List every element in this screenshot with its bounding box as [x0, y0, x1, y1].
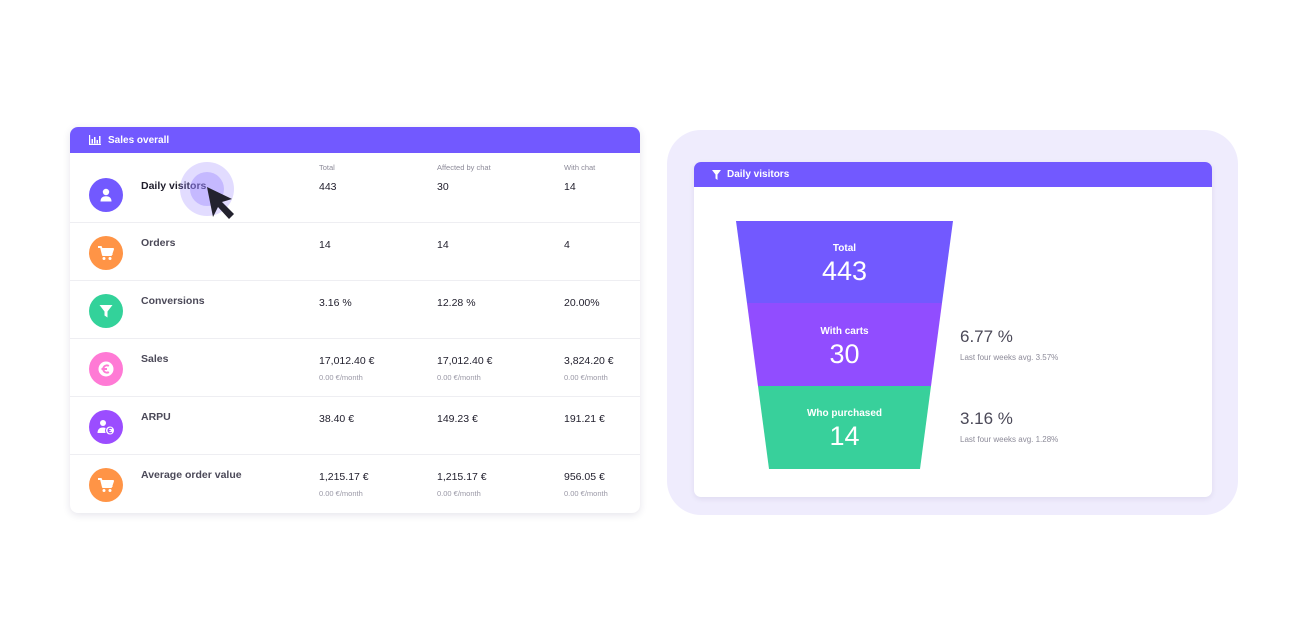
filter-icon — [712, 169, 721, 180]
row-label: Daily visitors — [141, 180, 207, 192]
cell-value: 17,012.40 € — [437, 355, 493, 367]
cell-affected-by-chat: 17,012.40 € 0.00 €/month — [437, 355, 492, 382]
cell-total: 14 — [319, 239, 331, 251]
sales-overall-header: Sales overall — [70, 127, 640, 153]
cell-value: 1,215.17 € — [319, 471, 369, 483]
funnel-with-carts-text: With carts 30 — [736, 326, 953, 370]
row-label: Orders — [141, 237, 176, 249]
cell-affected-by-chat: 14 — [437, 239, 449, 251]
row-label: Average order value — [141, 469, 242, 481]
cell-subvalue: 0.00 €/month — [437, 373, 481, 382]
cell-affected-by-chat: 149.23 € — [437, 413, 478, 425]
daily-visitors-card: Daily visitors Total 443 With carts 30 W… — [694, 162, 1212, 497]
funnel-label: Total — [832, 243, 857, 254]
sales-overall-title: Sales overall — [108, 134, 170, 146]
funnel-segment-who-purchased[interactable] — [758, 386, 931, 469]
cell-with-chat: 20.00% — [564, 297, 600, 309]
cell-subvalue: 0.00 €/month — [319, 489, 363, 498]
funnel-value: 443 — [821, 256, 868, 286]
funnel-segment-with-carts[interactable] — [747, 303, 942, 386]
stat-percentage: 6.77 % — [960, 327, 1013, 346]
purchase-rate-stat: 3.16 % Last four weeks avg. 1.28% — [960, 409, 1058, 444]
funnel-segment-total[interactable] — [736, 221, 953, 303]
cell-value: 956.05 € — [564, 471, 605, 483]
cell-subvalue: 0.00 €/month — [437, 489, 481, 498]
cart-icon — [89, 236, 123, 270]
sales-overall-card: Sales overall Total Affected by chat Wit… — [70, 127, 640, 513]
stat-average: Last four weeks avg. 3.57% — [960, 353, 1059, 362]
table-row-daily-visitors[interactable]: Total Affected by chat With chat Daily v… — [70, 153, 640, 223]
funnel-value: 14 — [829, 421, 860, 451]
stat-percentage: 3.16 % — [960, 409, 1013, 428]
table-row-sales[interactable]: Sales 17,012.40 € 0.00 €/month 17,012.40… — [70, 339, 640, 397]
stat-average: Last four weeks avg. 1.28% — [960, 435, 1059, 444]
cell-with-chat: 4 — [564, 239, 570, 251]
cell-value: 1,215.17 € — [437, 471, 487, 483]
row-label: Conversions — [141, 295, 205, 307]
user-euro-icon — [89, 410, 123, 444]
cell-total: 38.40 € — [319, 413, 355, 425]
cell-value: 17,012.40 € — [319, 355, 375, 367]
cell-with-chat: 3,824.20 € 0.00 €/month — [564, 355, 614, 382]
bar-chart-icon — [89, 135, 101, 145]
cell-subvalue: 0.00 €/month — [564, 489, 608, 498]
column-header-affected-by-chat: Affected by chat — [437, 163, 491, 172]
cell-value: 3,824.20 € — [564, 355, 614, 367]
daily-visitors-title: Daily visitors — [727, 169, 790, 180]
cell-total: 443 — [319, 181, 337, 193]
column-header-total: Total — [319, 163, 335, 172]
cell-total: 1,215.17 € 0.00 €/month — [319, 471, 369, 498]
table-row-conversions[interactable]: Conversions 3.16 % 12.28 % 20.00% — [70, 281, 640, 339]
cell-with-chat: 191.21 € — [564, 413, 605, 425]
funnel-icon — [89, 294, 123, 328]
funnel-value: 30 — [829, 339, 860, 369]
cell-with-chat: 14 — [564, 181, 576, 193]
row-label: ARPU — [141, 411, 171, 423]
cell-affected-by-chat: 12.28 % — [437, 297, 476, 309]
cell-affected-by-chat: 1,215.17 € 0.00 €/month — [437, 471, 487, 498]
cart-rate-stat: 6.77 % Last four weeks avg. 3.57% — [960, 327, 1058, 362]
daily-visitors-header: Daily visitors — [694, 162, 1212, 187]
table-row-orders[interactable]: Orders 14 14 4 — [70, 223, 640, 281]
user-icon — [89, 178, 123, 212]
cell-subvalue: 0.00 €/month — [564, 373, 608, 382]
funnel-who-purchased-text: Who purchased 14 — [736, 408, 953, 452]
visitor-funnel-chart: Total 443 With carts 30 Who purchased 14 — [736, 221, 953, 469]
funnel-label: Who purchased — [806, 408, 882, 419]
cell-total: 17,012.40 € 0.00 €/month — [319, 355, 374, 382]
euro-icon — [89, 352, 123, 386]
table-row-average-order-value[interactable]: Average order value 1,215.17 € 0.00 €/mo… — [70, 455, 640, 513]
table-row-arpu[interactable]: ARPU 38.40 € 149.23 € 191.21 € — [70, 397, 640, 455]
funnel-total-text: Total 443 — [736, 243, 953, 287]
cell-total: 3.16 % — [319, 297, 352, 309]
mouse-cursor-icon — [207, 187, 234, 219]
row-label: Sales — [141, 353, 169, 365]
funnel-label: With carts — [820, 326, 869, 337]
cell-with-chat: 956.05 € 0.00 €/month — [564, 471, 608, 498]
column-header-with-chat: With chat — [564, 163, 596, 172]
cell-subvalue: 0.00 €/month — [319, 373, 363, 382]
cell-affected-by-chat: 30 — [437, 181, 449, 193]
cart-icon — [89, 468, 123, 502]
